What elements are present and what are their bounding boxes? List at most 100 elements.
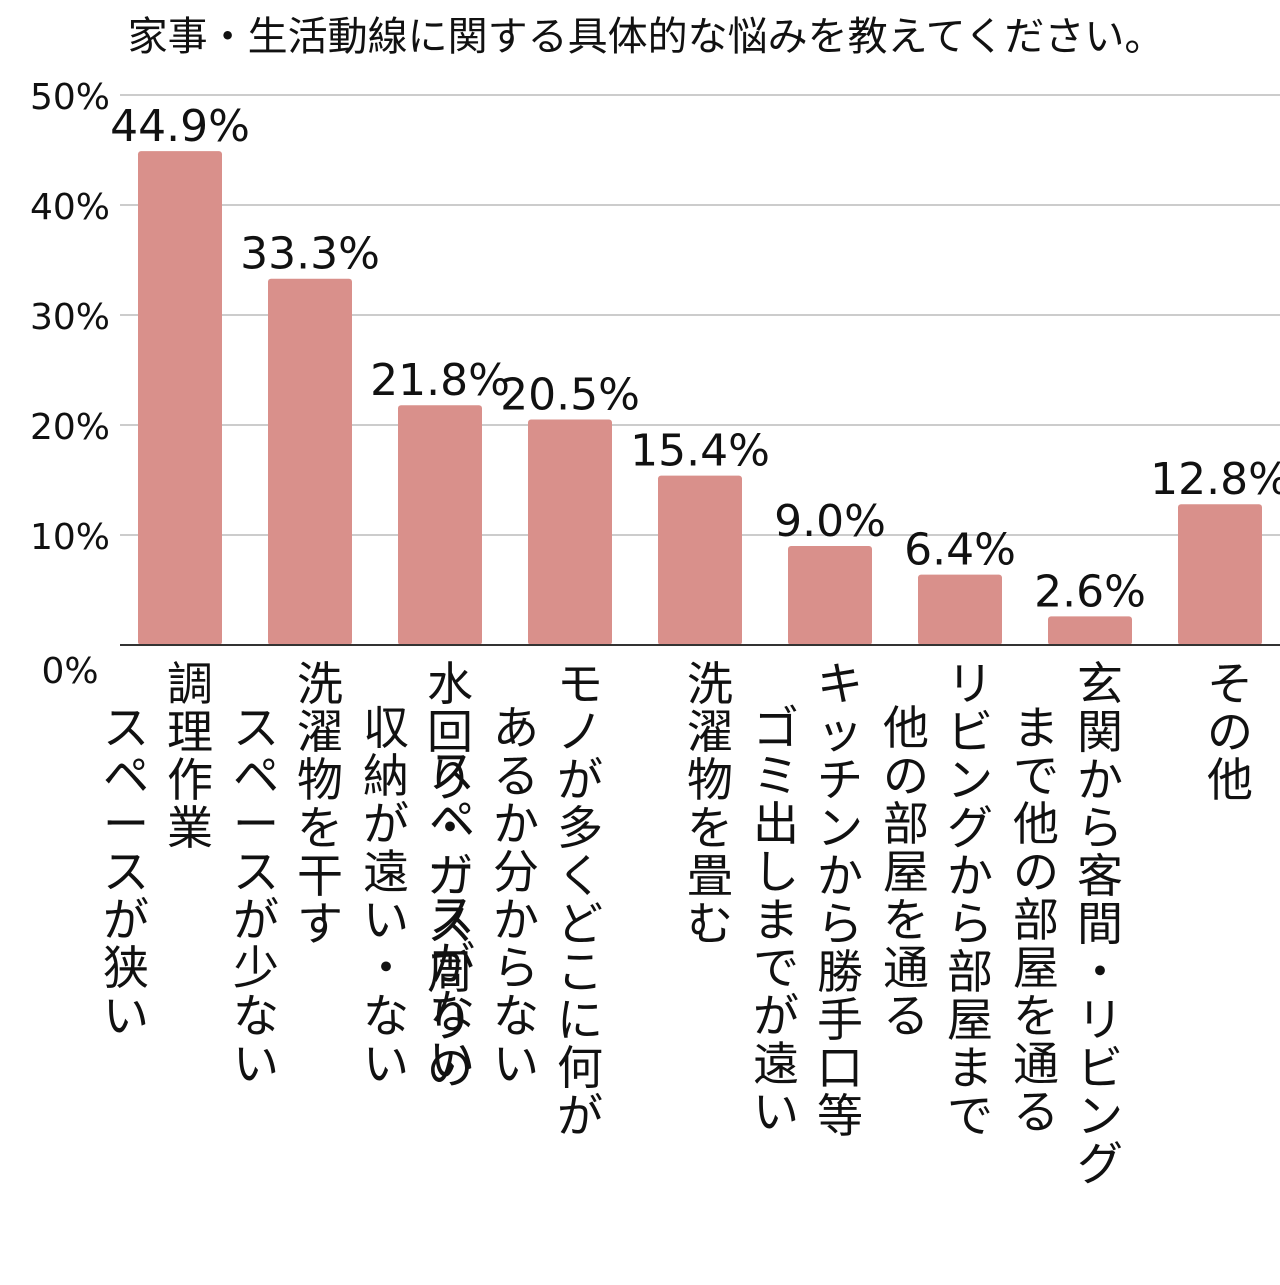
category-label-char: ペ	[429, 793, 475, 847]
category-label-char: ら	[817, 897, 863, 951]
data-labels: 44.9% 33.3% 21.8%20.5%15.4%9.0% 6.4% 2.6% 12.…	[110, 101, 1280, 617]
category-label-char: が	[363, 797, 409, 851]
category-label-char: を	[1013, 989, 1059, 1043]
category-label-char: ・	[363, 941, 409, 995]
category-label-char: 他	[1207, 753, 1253, 807]
category-label-char: ッ	[817, 705, 863, 759]
category-label-char: で	[947, 1089, 993, 1143]
category-label-char: で	[1013, 749, 1059, 803]
category-label-char: ス	[103, 701, 149, 755]
category-label-char: を	[297, 801, 343, 855]
category-label-char: 遠	[363, 845, 409, 899]
category-labels: 調理作業スペースが狭い洗濯物を干すスペースが少ない水回り・ガス周りの収納が遠い・…	[103, 657, 1253, 1191]
category-label-char: で	[753, 941, 799, 995]
category-label-char: 業	[167, 801, 213, 855]
category-label-char: 作	[167, 753, 213, 807]
category-label-char: な	[493, 989, 539, 1043]
category-label-char: が	[103, 893, 149, 947]
category-label-char: ン	[817, 801, 863, 855]
bar	[138, 151, 222, 645]
category-label-char: ー	[429, 841, 475, 895]
category-label-char: い	[429, 1033, 475, 1087]
category-label-char: 屋	[947, 993, 993, 1047]
category-label-char: 納	[363, 749, 409, 803]
y-tick-label: 0%	[41, 651, 98, 692]
category-label-char: が	[557, 1089, 603, 1143]
category-label-char: グ	[1077, 1137, 1123, 1191]
category-label-char: ビ	[1077, 1041, 1123, 1095]
category-label-char: な	[429, 985, 475, 1039]
y-tick-label: 10%	[30, 517, 110, 558]
category-label-char: の	[883, 749, 929, 803]
category-label-char: ー	[103, 797, 149, 851]
category-label-char: が	[753, 989, 799, 1043]
category-label-char: 畳	[687, 849, 733, 903]
category-label-char: ス	[103, 845, 149, 899]
data-label: 15.4%	[630, 426, 770, 477]
category-label-char: ス	[233, 701, 279, 755]
y-tick-label: 20%	[30, 407, 110, 448]
category-label-char: そ	[1207, 657, 1253, 711]
category-label-char: ど	[557, 897, 603, 951]
category-label-char: 口	[817, 1041, 863, 1095]
category-label-char: す	[297, 897, 343, 951]
category-label-char: に	[557, 993, 603, 1047]
y-tick-label: 40%	[30, 187, 110, 228]
category-label-char: 関	[1077, 705, 1123, 759]
data-label: 9.0%	[774, 496, 886, 547]
category-label-char: な	[233, 989, 279, 1043]
category-label-char: が	[557, 753, 603, 807]
category-label-char: チ	[817, 753, 863, 807]
category-label-char: ン	[947, 753, 993, 807]
category-label-char: リ	[947, 657, 993, 711]
bar	[268, 278, 352, 645]
category-label-char: キ	[817, 657, 863, 711]
category-label-char: 屋	[1013, 941, 1059, 995]
category-label-char: く	[557, 849, 603, 903]
category-label-char: 等	[817, 1089, 863, 1143]
category-label-char: 玄	[1077, 657, 1123, 711]
category-label-char: あ	[493, 701, 539, 755]
category-label-char: い	[753, 1085, 799, 1139]
y-tick-label: 30%	[30, 297, 110, 338]
bar	[788, 546, 872, 645]
category-label-char: ス	[429, 745, 475, 799]
category-label-char: 通	[883, 941, 929, 995]
category-label-char: 少	[233, 941, 279, 995]
category-label-char: 部	[947, 945, 993, 999]
category-label-char: ゴ	[753, 701, 799, 755]
category-label-char: 回	[427, 705, 473, 759]
category-label-char: 洗	[687, 657, 733, 711]
category-label-char: ま	[947, 1041, 993, 1095]
category-label-char: が	[429, 937, 475, 991]
category-label-char: り	[427, 753, 473, 807]
chart-title: 家事・生活動線に関する具体的な悩みを教えてください。	[128, 14, 1165, 60]
category-label: その他	[1207, 657, 1253, 807]
category-label-char: 周	[427, 945, 473, 999]
data-label: 2.6%	[1034, 566, 1146, 617]
category-label-char: ペ	[233, 749, 279, 803]
category-label-char: 他	[1013, 797, 1059, 851]
bar	[1178, 504, 1262, 645]
category-label-char: 部	[1013, 893, 1059, 947]
data-label: 12.8%	[1150, 454, 1280, 505]
category-label-char: 物	[297, 753, 343, 807]
category-label-char: ン	[1077, 1089, 1123, 1143]
category-label-char: ら	[493, 941, 539, 995]
category-label-char: り	[427, 993, 473, 1047]
category-label-char: し	[753, 845, 799, 899]
data-label: 20.5%	[500, 370, 640, 421]
category-label-char: の	[1013, 845, 1059, 899]
category-label-char: 屋	[883, 845, 929, 899]
category-label-char: い	[363, 893, 409, 947]
